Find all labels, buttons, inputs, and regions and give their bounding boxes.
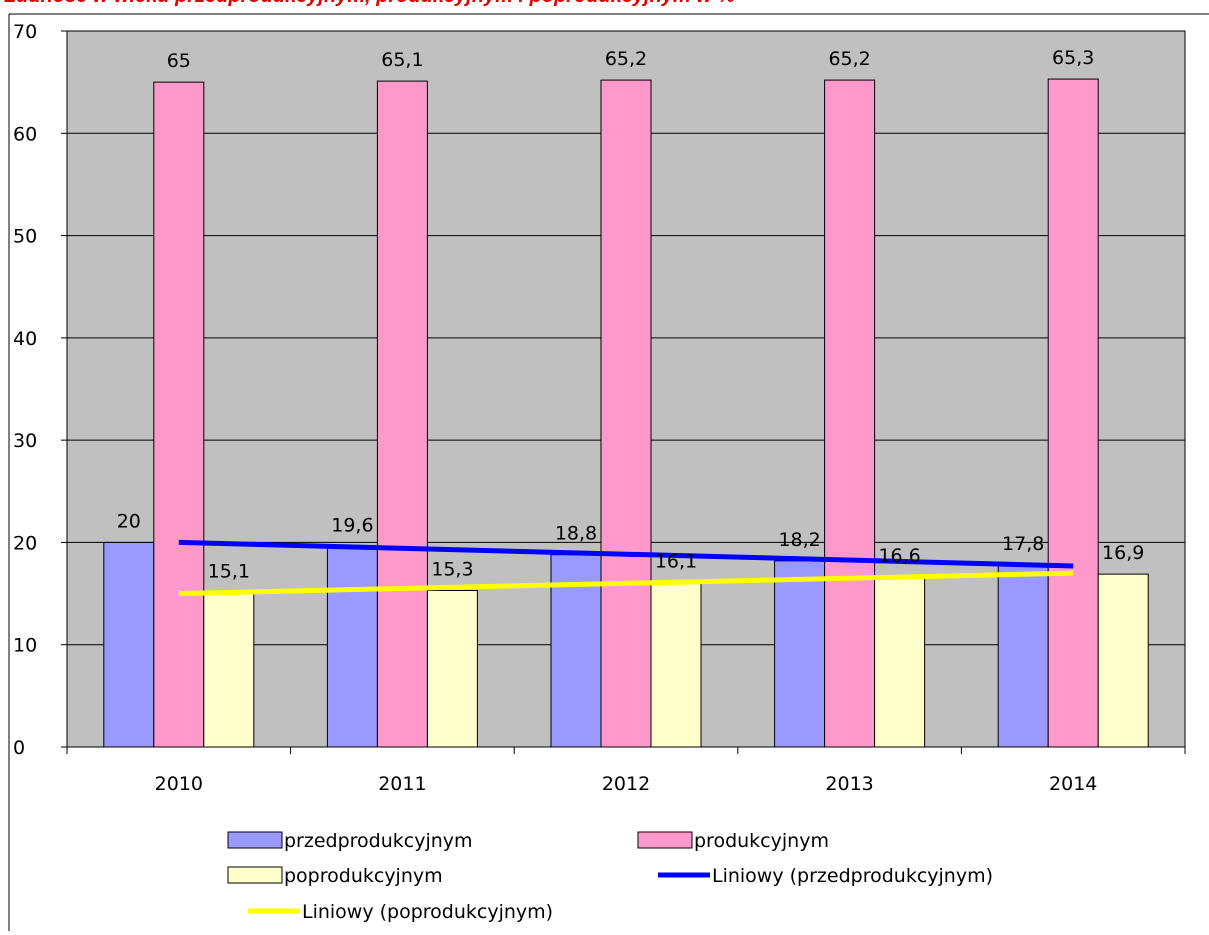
data-label: 65 [167,50,191,72]
y-tick-label: 50 [13,226,37,248]
y-tick-label: 10 [13,635,37,657]
data-label: 16,9 [1102,542,1144,564]
bar-poprodukcyjnym [650,581,702,748]
legend-label: Liniowy (przedprodukcyjnym) [712,865,993,887]
y-tick-label: 70 [13,21,37,43]
y-tick-label: 60 [13,123,37,145]
x-tick-label: 2012 [602,773,650,795]
data-label: 15,1 [208,561,250,583]
bar-przedprodukcyjnym [103,541,155,748]
data-label: 65,1 [381,49,423,71]
legend-swatch-poprodukcyjnym [227,866,283,884]
bars-group [103,78,1149,748]
bar-produkcyjnym [600,79,652,748]
bar-poprodukcyjnym [426,590,478,748]
legend-swatch-przedprodukcyjnym [227,831,283,849]
x-tick-label: 2010 [155,773,203,795]
data-label: 17,8 [1002,533,1044,555]
y-tick-label: 0 [13,737,25,759]
data-label: 65,2 [828,48,870,70]
bar-przedprodukcyjnym [997,564,1049,748]
legend-label: przedprodukcyjnym [284,830,473,852]
bar-przedprodukcyjnym [774,560,826,748]
bar-produkcyjnym [824,79,876,748]
trendline-przedprodukcyjnym [178,539,1074,569]
x-tick-label: 2011 [378,773,426,795]
legend-label: poprodukcyjnym [284,865,443,887]
x-axis: 2010 2011 2012 2013 2014 [66,747,1186,795]
trendlines-group [178,539,1074,597]
data-label: 16,1 [655,550,697,572]
bar-poprodukcyjnym [203,592,255,748]
bar-przedprodukcyjnym [326,546,378,748]
y-tick-label: 40 [13,328,37,350]
x-tick-label: 2013 [825,773,873,795]
bar-poprodukcyjnym [874,576,926,748]
bar-produkcyjnym [153,81,205,748]
data-label: 18,2 [778,529,820,551]
x-tick-label: 2014 [1049,773,1097,795]
data-label: 15,3 [431,559,473,581]
y-axis: 0 10 20 30 40 50 60 70 [13,21,67,759]
data-label: 16,6 [878,545,920,567]
data-label: 19,6 [331,515,373,537]
y-tick-label: 30 [13,430,37,452]
trendline-poprodukcyjnym [178,570,1074,597]
y-tick-label: 20 [13,532,37,554]
legend-label: Liniowy (poprodukcyjnym) [302,901,553,923]
data-label: 65,2 [605,48,647,70]
data-labels-group: 20 19,6 18,8 18,2 17,8 65 65,1 65,2 65,2 65,3 15,1… [117,47,1145,582]
bar-poprodukcyjnym [1097,573,1149,748]
legend: przedprodukcyjnym produkcyjnym poprodukcyj… [227,830,993,923]
chart-title-clipped: Ludność w wieku przedprodukcyjnym, produ… [4,0,735,8]
data-label: 18,8 [555,523,597,545]
bar-produkcyjnym [376,80,428,748]
bar-produkcyjnym [1047,78,1099,748]
legend-swatch-produkcyjnym [637,831,693,849]
data-label: 65,3 [1052,47,1094,69]
data-label: 20 [117,510,141,532]
legend-label: produkcyjnym [694,830,829,852]
